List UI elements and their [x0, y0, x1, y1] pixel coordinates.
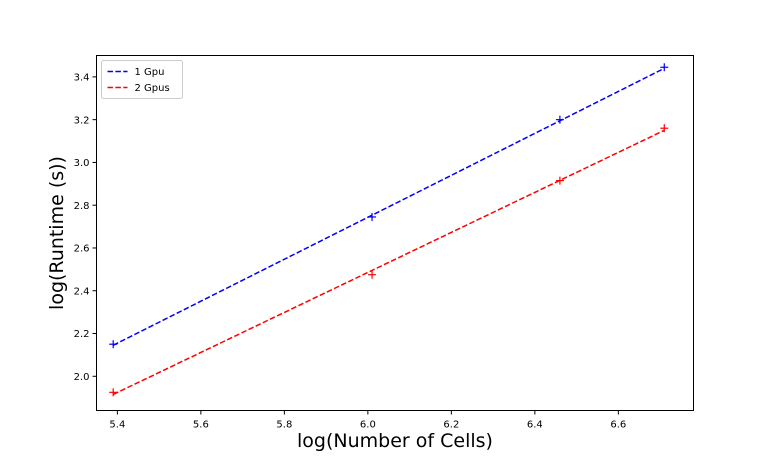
data-point: [109, 388, 118, 397]
y-tick-label: 3.2: [74, 115, 90, 126]
y-tick-label: 2.8: [74, 201, 90, 212]
y-tick-label: 2.4: [74, 286, 90, 297]
series-line-2: [112, 129, 665, 396]
legend-label: 1 Gpu: [135, 67, 165, 78]
x-tick-label: 6.2: [443, 420, 459, 431]
x-tick-label: 6.4: [527, 420, 543, 431]
legend-box: [101, 60, 183, 99]
y-tick-label: 2.2: [74, 329, 90, 340]
data-point: [660, 124, 669, 133]
y-tick-label: 2.0: [74, 372, 90, 383]
data-point: [109, 340, 118, 349]
x-tick-label: 5.4: [109, 420, 125, 431]
data-point: [368, 270, 377, 279]
data-point: [555, 115, 564, 124]
legend-label: 2 Gpus: [135, 83, 170, 94]
x-axis-ticks: 5.4 5.6 5.8 6.0 6.2 6.4 6.6: [109, 410, 626, 431]
plot-frame: [96, 55, 694, 411]
x-tick-label: 5.6: [193, 420, 209, 431]
data-point: [368, 212, 377, 221]
data-point: [555, 176, 564, 185]
x-tick-label: 6.6: [610, 420, 626, 431]
y-tick-label: 3.0: [74, 158, 90, 169]
plot-group: [109, 63, 669, 397]
series-line-1: [112, 67, 665, 346]
x-tick-label: 5.8: [276, 420, 292, 431]
legend: 1 Gpu 2 Gpus: [101, 60, 183, 99]
y-tick-label: 2.6: [74, 244, 90, 255]
y-tick-label: 3.4: [74, 72, 90, 83]
x-axis-label: log(Number of Cells): [297, 430, 493, 452]
data-point: [660, 63, 669, 72]
y-axis-label: log(Runtime (s)): [46, 156, 68, 310]
x-tick-label: 6.0: [360, 420, 376, 431]
y-axis-ticks: 2.0 2.2 2.4 2.6 2.8 3.0 3.2 3.4: [74, 72, 97, 383]
